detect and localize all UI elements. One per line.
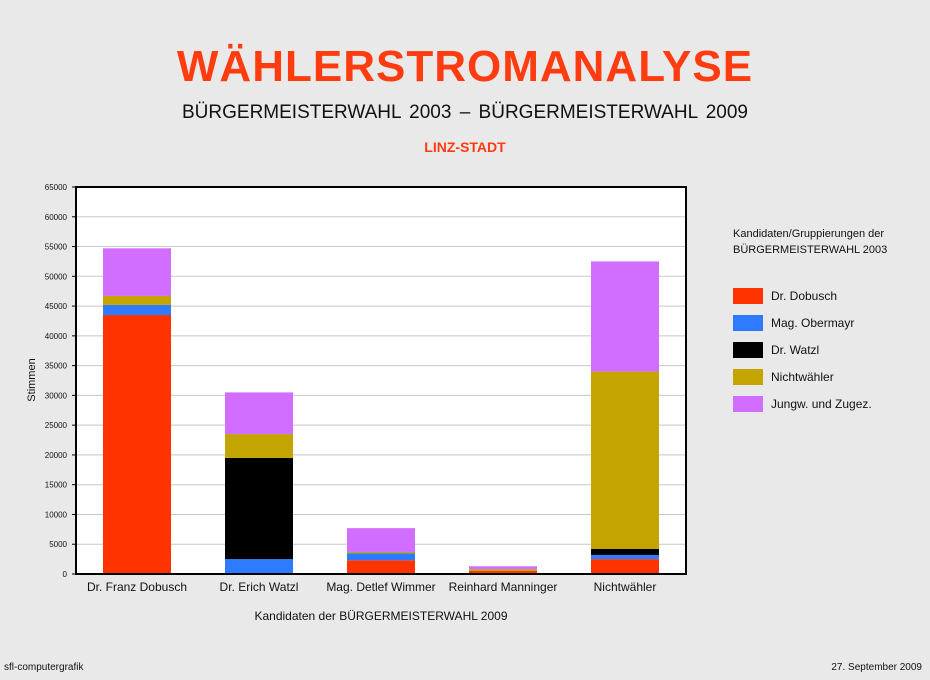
legend-item: Dr. Dobusch <box>733 287 837 305</box>
y-tick-label: 65000 <box>45 183 68 192</box>
legend-item: Nichtwähler <box>733 368 834 386</box>
bar-segment <box>347 551 415 554</box>
x-tick-label: Dr. Erich Watzl <box>220 580 299 594</box>
legend-item: Jungw. und Zugez. <box>733 395 872 413</box>
legend-label: Dr. Watzl <box>771 343 820 357</box>
y-tick-label: 55000 <box>45 243 68 252</box>
bar-segment <box>103 304 171 316</box>
bar-segment <box>225 434 293 458</box>
legend-label: Mag. Obermayr <box>771 316 855 330</box>
legend-swatch <box>733 396 763 412</box>
page-title: WÄHLERSTROMANALYSE <box>176 42 754 91</box>
bar-segment <box>591 559 659 574</box>
bar-segment <box>103 315 171 574</box>
legend-swatch <box>733 315 763 331</box>
legend-label: Nichtwähler <box>771 370 834 384</box>
region-label: LINZ-STADT <box>424 139 506 155</box>
legend-title-line-2: BÜRGERMEISTERWAHL 2003 <box>733 244 888 256</box>
legend-title: Kandidaten/Gruppierungen der BÜRGERMEIST… <box>733 226 923 258</box>
legend-title-line-1: Kandidaten/Gruppierungen der <box>733 228 885 240</box>
y-tick-label: 5000 <box>49 540 67 549</box>
legend-swatch <box>733 288 763 304</box>
y-tick-label: 20000 <box>45 451 68 460</box>
legend-label: Jungw. und Zugez. <box>771 397 872 411</box>
plot-area <box>76 187 686 574</box>
page-subtitle: BÜRGERMEISTERWAHL 2003 – BÜRGERMEISTERWA… <box>182 102 748 123</box>
bar-segment <box>591 548 659 555</box>
y-tick-label: 30000 <box>45 391 68 400</box>
bar-segment <box>591 261 659 372</box>
x-tick-label: Nichtwähler <box>594 580 657 594</box>
bar-segment <box>591 554 659 560</box>
bar-segment <box>469 569 537 572</box>
footer-date: 27. September 2009 <box>831 662 922 673</box>
x-axis-label: Kandidaten der BÜRGERMEISTERWAHL 2009 <box>254 609 507 623</box>
bar-segment <box>469 566 537 570</box>
legend-label: Dr. Dobusch <box>771 289 838 303</box>
bar-segment <box>469 571 537 574</box>
y-tick-label: 35000 <box>45 362 68 371</box>
plot-frame <box>75 186 687 575</box>
bar-segment <box>103 248 171 296</box>
x-tick-label: Dr. Franz Dobusch <box>87 580 187 594</box>
legend-item: Mag. Obermayr <box>733 314 854 332</box>
y-tick-label: 50000 <box>45 272 68 281</box>
bar-segment <box>347 528 415 552</box>
bar-segment <box>225 559 293 574</box>
y-axis-label: Stimmen <box>26 358 38 401</box>
bar-segment <box>103 295 171 305</box>
legend-item: Dr. Watzl <box>733 341 819 359</box>
y-tick-label: 25000 <box>45 421 68 430</box>
legend-swatch <box>733 342 763 358</box>
y-tick-label: 0 <box>63 570 68 579</box>
bar-segment <box>225 392 293 435</box>
x-tick-label: Reinhard Manninger <box>449 580 558 594</box>
y-tick-label: 40000 <box>45 332 68 341</box>
bar-segment <box>591 371 659 549</box>
footer-credit: sfl-computergrafik <box>4 662 84 673</box>
bar-segment <box>225 457 293 560</box>
bar-segment <box>347 553 415 561</box>
y-tick-label: 45000 <box>45 302 68 311</box>
y-tick-label: 10000 <box>45 510 68 519</box>
legend-swatch <box>733 369 763 385</box>
y-tick-label: 60000 <box>45 213 68 222</box>
y-tick-label: 15000 <box>45 481 68 490</box>
x-tick-label: Mag. Detlef Wimmer <box>326 580 435 594</box>
bar-segment <box>347 560 415 574</box>
